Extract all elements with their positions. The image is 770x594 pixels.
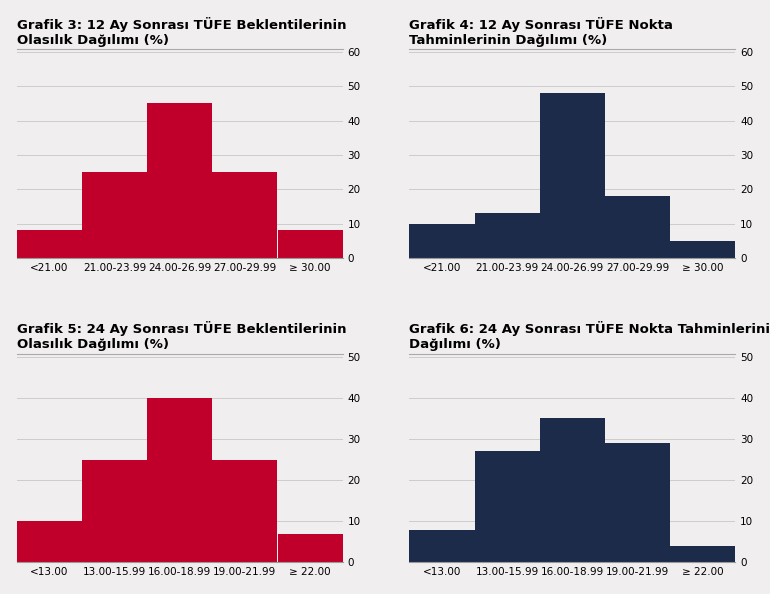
Bar bbox=[474, 451, 540, 563]
Bar bbox=[670, 241, 735, 258]
Bar bbox=[147, 398, 213, 563]
Bar bbox=[213, 460, 277, 563]
Bar bbox=[670, 546, 735, 563]
Bar bbox=[605, 443, 670, 563]
Bar bbox=[147, 103, 213, 258]
Bar bbox=[213, 172, 277, 258]
Bar bbox=[82, 460, 147, 563]
Bar bbox=[17, 522, 82, 563]
Bar bbox=[410, 529, 474, 563]
Text: Grafik 3: 12 Ay Sonrası TÜFE Beklentilerinin
Olasılık Dağılımı (%): Grafik 3: 12 Ay Sonrası TÜFE Beklentiler… bbox=[17, 17, 346, 47]
Text: Grafik 4: 12 Ay Sonrası TÜFE Nokta
Tahminlerinin Dağılımı (%): Grafik 4: 12 Ay Sonrası TÜFE Nokta Tahmi… bbox=[410, 17, 673, 47]
Bar bbox=[540, 418, 605, 563]
Text: Grafik 6: 24 Ay Sonrası TÜFE Nokta Tahminlerinin
Dağılımı (%): Grafik 6: 24 Ay Sonrası TÜFE Nokta Tahmi… bbox=[410, 321, 770, 351]
Bar bbox=[82, 172, 147, 258]
Bar bbox=[17, 230, 82, 258]
Bar bbox=[277, 533, 343, 563]
Bar bbox=[540, 93, 605, 258]
Bar bbox=[605, 196, 670, 258]
Text: Grafik 5: 24 Ay Sonrası TÜFE Beklentilerinin
Olasılık Dağılımı (%): Grafik 5: 24 Ay Sonrası TÜFE Beklentiler… bbox=[17, 321, 346, 351]
Bar bbox=[277, 230, 343, 258]
Bar bbox=[410, 223, 474, 258]
Bar bbox=[474, 213, 540, 258]
